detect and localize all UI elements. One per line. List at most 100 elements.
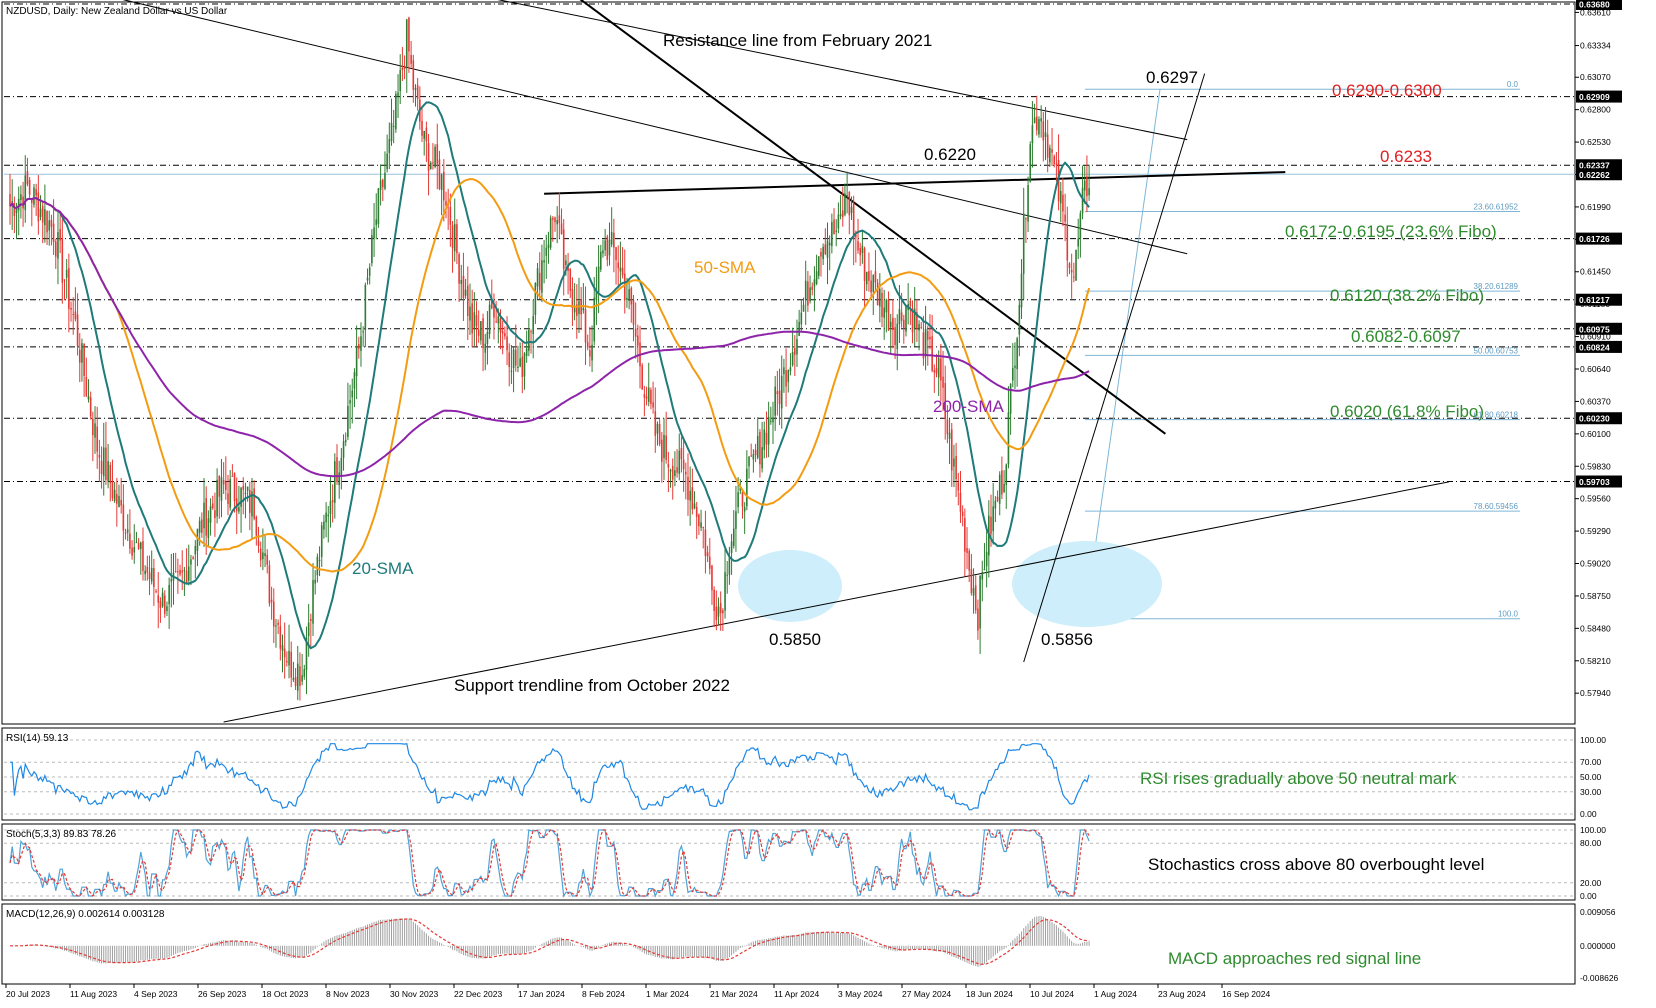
candle-body bbox=[120, 499, 122, 506]
candle-body bbox=[344, 439, 347, 443]
candle-body bbox=[183, 569, 186, 571]
candle-body bbox=[270, 599, 273, 603]
candle-body bbox=[140, 542, 142, 549]
candle-body bbox=[358, 343, 360, 349]
candle-body bbox=[131, 547, 133, 556]
candle-body bbox=[595, 291, 598, 301]
candle-body bbox=[824, 244, 827, 255]
candle-body bbox=[249, 489, 251, 513]
candle-body bbox=[107, 461, 109, 482]
candle-body bbox=[181, 570, 184, 573]
candle-body bbox=[868, 271, 870, 281]
candle-body bbox=[408, 17, 410, 52]
candle-body bbox=[423, 130, 425, 139]
candle-body bbox=[401, 67, 404, 70]
candle-body bbox=[715, 606, 718, 620]
candle-body bbox=[517, 366, 519, 368]
level-box-label-5: 0.61217 bbox=[1579, 295, 1610, 305]
candle-body bbox=[1022, 213, 1025, 274]
candle-body bbox=[1066, 225, 1069, 261]
trendlines bbox=[122, 0, 1449, 723]
candle-body bbox=[708, 556, 711, 569]
candle-body bbox=[554, 217, 556, 223]
candle-body bbox=[371, 235, 373, 264]
rsi-annotation: RSI rises gradually above 50 neutral mar… bbox=[1140, 769, 1457, 788]
candle-body bbox=[334, 461, 336, 503]
fibo-382-label: 0.6120 (38.2% Fibo) bbox=[1330, 286, 1484, 305]
candle-body bbox=[802, 304, 805, 312]
candle-body bbox=[887, 299, 890, 331]
candle-body bbox=[865, 271, 868, 285]
candle-body bbox=[63, 279, 66, 281]
candle-body bbox=[874, 271, 877, 283]
candle-body bbox=[523, 353, 526, 377]
candle-body bbox=[395, 93, 397, 130]
candle-body bbox=[689, 490, 691, 501]
rsi-title: RSI(14) 59.13 bbox=[6, 733, 69, 744]
candle-body bbox=[290, 651, 293, 678]
x-tick-label-19: 16 Sep 2024 bbox=[1222, 989, 1270, 999]
resistance-trendline-upper bbox=[122, 0, 1188, 255]
macd-annotation: MACD approaches red signal line bbox=[1168, 949, 1421, 968]
y-tick-label-13: 0.60100 bbox=[1580, 429, 1611, 439]
candle-body bbox=[569, 268, 572, 291]
candle-body bbox=[820, 252, 822, 257]
candle-body bbox=[918, 324, 920, 331]
candle-body bbox=[475, 315, 478, 326]
candle-body bbox=[514, 349, 517, 366]
candle-body bbox=[968, 550, 970, 571]
candle-body bbox=[61, 238, 64, 283]
candle-body bbox=[828, 242, 831, 246]
candle-body bbox=[1075, 249, 1077, 281]
candle-body bbox=[364, 284, 367, 331]
candle-body bbox=[613, 232, 615, 248]
candle-body bbox=[872, 274, 875, 292]
candle-body bbox=[102, 447, 105, 477]
candle-body bbox=[1086, 176, 1088, 197]
candle-body bbox=[111, 481, 114, 499]
candle-body bbox=[739, 487, 742, 491]
level-box-label-9: 0.59703 bbox=[1579, 477, 1610, 487]
candle-body bbox=[194, 545, 197, 555]
candle-body bbox=[89, 397, 92, 417]
top-zone-label: 0.6290-0.6300 bbox=[1332, 81, 1442, 100]
rsi-line-main bbox=[10, 743, 1090, 811]
candle-body bbox=[634, 328, 637, 337]
candle-body bbox=[353, 372, 356, 389]
candle-body bbox=[565, 260, 567, 266]
candle-body bbox=[445, 201, 447, 206]
candle-body bbox=[148, 572, 151, 580]
candle-body bbox=[421, 120, 423, 136]
candle-body bbox=[41, 206, 44, 223]
candle-body bbox=[804, 280, 807, 300]
candle-body bbox=[558, 215, 561, 224]
fibo-label-2: 38.20.61289 bbox=[1474, 282, 1519, 291]
candle-body bbox=[547, 244, 550, 249]
candle-body bbox=[384, 172, 386, 189]
candle-body bbox=[225, 481, 227, 490]
candle-body bbox=[166, 606, 168, 612]
candle-body bbox=[22, 196, 24, 209]
candle-body bbox=[135, 542, 138, 544]
candle-body bbox=[525, 348, 528, 356]
candle-body bbox=[392, 125, 395, 127]
candle-body bbox=[722, 610, 724, 614]
descending-trendline bbox=[579, 0, 1166, 435]
level-box-label-2: 0.62337 bbox=[1579, 161, 1610, 171]
candle-body bbox=[1064, 214, 1066, 222]
candle-body bbox=[205, 498, 207, 536]
stoch-tick-2: 20.00 bbox=[1580, 878, 1602, 888]
candle-body bbox=[336, 457, 338, 482]
x-tick-label-8: 17 Jan 2024 bbox=[518, 989, 565, 999]
candle-body bbox=[977, 608, 979, 631]
candle-body bbox=[436, 144, 439, 164]
candle-body bbox=[813, 279, 816, 287]
candle-body bbox=[314, 579, 316, 584]
candle-body bbox=[905, 305, 907, 332]
chart-annotations: Resistance line from February 2021 Suppor… bbox=[352, 31, 1497, 695]
fibo-label-0: 0.0 bbox=[1507, 80, 1519, 89]
candle-body bbox=[759, 432, 761, 465]
level-box-0 bbox=[1576, 0, 1622, 10]
candle-body bbox=[218, 475, 221, 497]
candle-body bbox=[691, 487, 694, 510]
